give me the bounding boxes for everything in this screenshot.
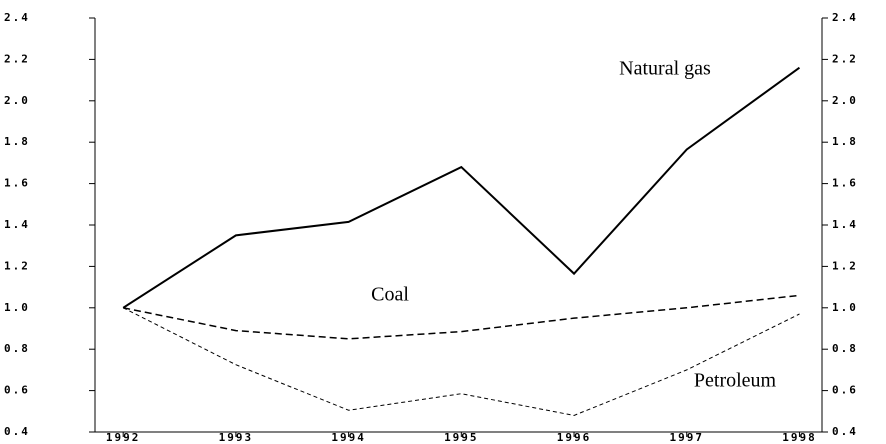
x-tick-label: 1992 (106, 431, 141, 444)
y-tick-label: 0.4 (4, 425, 30, 438)
series-line (122, 307, 800, 416)
y2-tick-label: 2.4 (832, 11, 858, 24)
y2-tick-label: 1.0 (832, 301, 858, 314)
y2-tick-label: 0.4 (832, 425, 858, 438)
series-label: Petroleum (694, 370, 777, 392)
y-tick-label: 1.4 (4, 218, 30, 231)
y-tick-label: 2.0 (4, 94, 30, 107)
y-tick-label: 1.8 (4, 135, 30, 148)
series-label: Natural gas (619, 58, 711, 80)
x-tick-label: 1998 (782, 431, 817, 444)
y-tick-label: 2.4 (4, 11, 30, 24)
y2-tick-label: 1.6 (832, 177, 858, 190)
y2-tick-label: 1.8 (832, 135, 858, 148)
y2-tick-label: 1.2 (832, 259, 858, 272)
series-line (123, 294, 800, 340)
y-tick-label: 0.8 (4, 342, 30, 355)
y2-tick-label: 0.8 (832, 342, 858, 355)
x-tick-label: 1994 (331, 431, 366, 444)
series-label: Coal (371, 284, 409, 306)
y-tick-label: 1.6 (4, 177, 30, 190)
x-tick-label: 1993 (219, 431, 254, 444)
y-tick-label: 1.2 (4, 259, 30, 272)
x-tick-label: 1995 (444, 431, 479, 444)
y2-tick-label: 1.4 (832, 218, 858, 231)
x-tick-label: 1997 (669, 431, 704, 444)
series-line (122, 66, 801, 309)
y2-tick-label: 2.2 (832, 52, 858, 65)
x-tick-label: 1996 (557, 431, 592, 444)
y-tick-label: 2.2 (4, 52, 30, 65)
y-tick-label: 1.0 (4, 301, 30, 314)
y2-tick-label: 0.6 (832, 384, 858, 397)
y-tick-label: 0.6 (4, 384, 30, 397)
y2-tick-label: 2.0 (832, 94, 858, 107)
